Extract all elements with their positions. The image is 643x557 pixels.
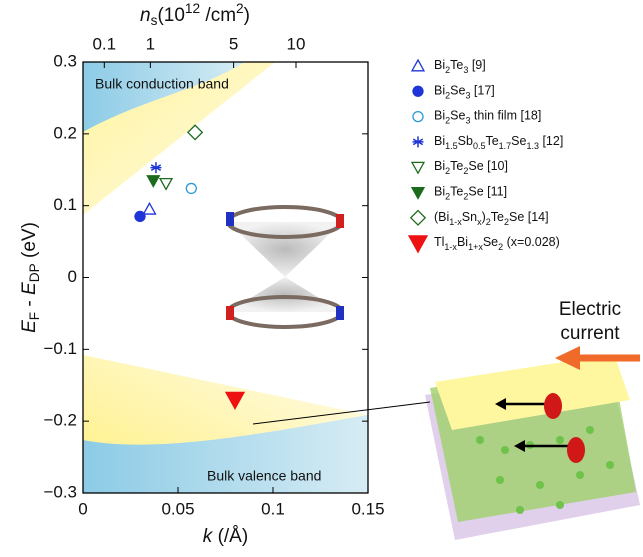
y-tick-label: 0 <box>68 267 77 286</box>
annotation: Bulk valence band <box>207 468 321 484</box>
background-shading <box>83 62 368 493</box>
figure: 0.30.20.10−0.1−0.2−0.300.050.10.150.1151… <box>0 0 643 552</box>
y-tick-label: −0.2 <box>43 411 77 430</box>
legend-label: Bi2Se3 [17] <box>434 84 495 101</box>
x-tick-label: 0 <box>78 499 87 518</box>
y-axis-label: EF - EDP (eV) <box>19 222 42 333</box>
annotation: Bulk conduction band <box>95 76 229 92</box>
y-tick-label: −0.3 <box>43 482 77 501</box>
y-tick-label: 0.1 <box>53 195 77 214</box>
legend-label: Bi1.5Sb0.5Te1.7Se1.3 [12] <box>434 134 563 151</box>
figure-label: current <box>560 323 620 344</box>
legend-label: Tl1-xBi1+xSe2 (x=0.028) <box>434 235 560 252</box>
legend-label: Bi2Se3 thin film [18] <box>434 109 541 126</box>
marker <box>144 203 156 214</box>
x-tick-label: 0.1 <box>261 499 285 518</box>
marker <box>147 176 159 187</box>
x-tick-label: 0.05 <box>161 499 194 518</box>
legend-label: Bi2Te3 [9] <box>434 58 486 75</box>
x2-axis-label: ns(1012 /cm2) <box>140 1 250 28</box>
marker <box>409 236 427 252</box>
legend-label: (Bi1-xSnx)2Te2Se [14] <box>434 210 549 227</box>
y-tick-label: 0.2 <box>53 123 77 142</box>
figure-label: Electric <box>559 299 621 320</box>
marker <box>413 86 423 96</box>
marker <box>412 162 424 173</box>
x-tick-label: 0.15 <box>351 499 384 518</box>
dirac-cone-illustration <box>226 207 344 327</box>
legend-label: Bi2Te2Se [10] <box>434 159 508 176</box>
marker <box>413 136 424 147</box>
marker <box>411 211 425 225</box>
x2-tick-label: 10 <box>287 34 306 53</box>
legend-label: Bi2Te2Se [11] <box>434 185 507 202</box>
y-tick-label: −0.1 <box>43 339 77 358</box>
marker <box>412 188 424 199</box>
y-tick-label: 0.3 <box>53 51 77 70</box>
x2-tick-label: 5 <box>229 34 238 53</box>
x2-tick-label: 1 <box>146 34 155 53</box>
marker <box>186 183 196 193</box>
marker <box>413 112 423 122</box>
marker <box>412 60 424 71</box>
marker <box>135 211 145 221</box>
marker <box>150 162 161 173</box>
marker <box>160 179 172 190</box>
x-axis-label: k (/Å) <box>203 526 248 547</box>
x2-tick-label: 0.1 <box>92 34 116 53</box>
